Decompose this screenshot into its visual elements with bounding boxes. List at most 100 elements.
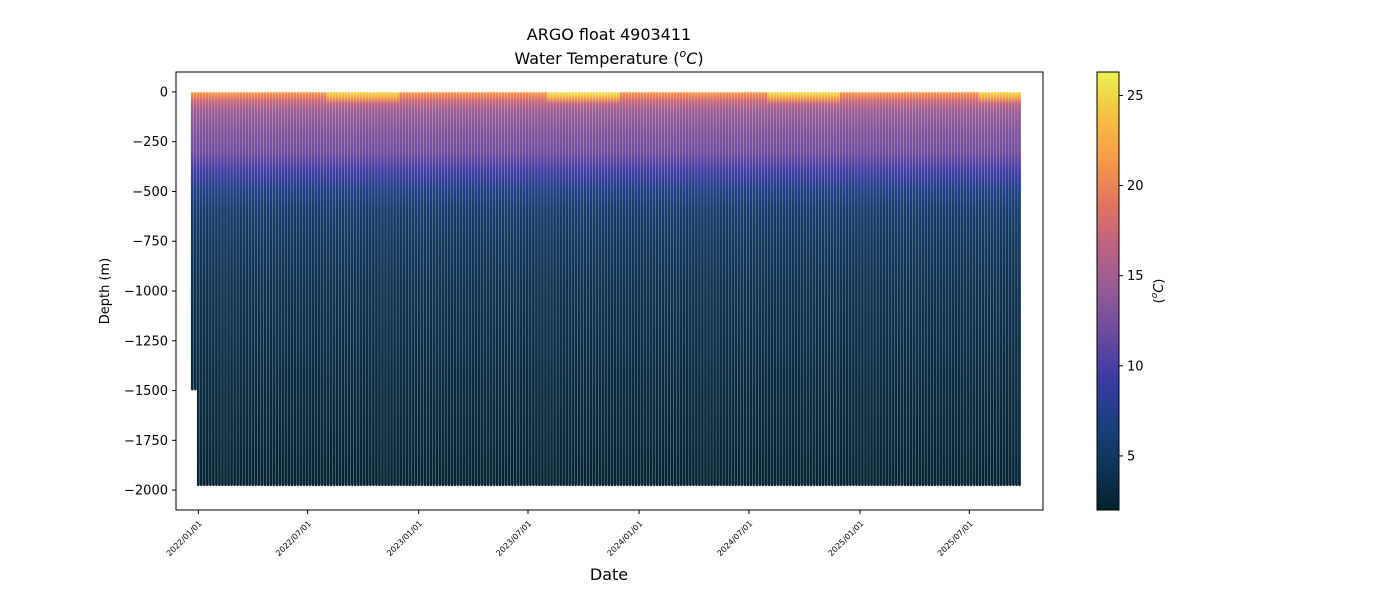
profile-column [978, 91, 982, 487]
profile-column [746, 91, 750, 487]
profile-column [353, 91, 357, 487]
profile-column [707, 91, 710, 487]
profile-column [474, 91, 478, 487]
profile-column [731, 91, 735, 487]
profile-column [347, 91, 351, 487]
profile-column [559, 91, 562, 487]
profile-column [568, 91, 572, 487]
profile-column [230, 91, 233, 487]
profile-column [999, 91, 1003, 487]
profile-column [586, 91, 590, 487]
profile-column [833, 91, 837, 487]
profile-column [441, 91, 445, 487]
profile-column [951, 91, 955, 487]
x-tick-label: 2022/01/01 [165, 519, 204, 558]
y-tick-label: −2000 [124, 484, 168, 499]
profile-column [628, 91, 632, 487]
profile-column [640, 91, 644, 487]
profile-column [1015, 91, 1018, 487]
colorbar-tick-label: 5 [1127, 449, 1135, 464]
profile-column [631, 91, 635, 487]
y-axis: 0 −250 −500 −750 −1000 −1250 −1500 −1750 −2000 [124, 85, 176, 499]
profile-column [589, 91, 593, 487]
profile-column [302, 91, 306, 487]
profile-column [749, 91, 753, 487]
profile-column [402, 91, 406, 487]
profile-column [538, 91, 541, 487]
profile-column [779, 91, 783, 487]
y-tick-label: −1250 [124, 334, 168, 349]
profile-column [767, 91, 771, 487]
profile-column [996, 91, 1000, 487]
profile-column [725, 91, 729, 487]
profile-column [411, 91, 415, 487]
profile-column [251, 91, 255, 487]
profile-column [601, 91, 605, 487]
profile-column [387, 91, 390, 487]
profile-column [637, 91, 641, 487]
profile-column [193, 91, 197, 391]
profile-column [719, 91, 722, 487]
profile-column [737, 91, 741, 487]
profile-column [492, 91, 496, 487]
profile-column [526, 91, 529, 487]
y-tick-label: −750 [132, 235, 168, 250]
y-axis-label: Depth (m) [98, 258, 113, 325]
profile-column [969, 91, 973, 487]
profile-column [583, 91, 587, 487]
profile-column [915, 91, 919, 487]
profile-column [909, 91, 913, 487]
colorbar [1096, 71, 1120, 511]
profile-column [622, 91, 626, 487]
profile-column [809, 91, 813, 487]
profile-column [664, 91, 668, 487]
profile-column [879, 91, 882, 487]
profile-column [891, 91, 895, 487]
profile-column [927, 91, 931, 487]
profile-column [489, 91, 493, 487]
profile-column [218, 91, 221, 487]
profile-column [350, 91, 354, 487]
profile-column [963, 91, 967, 487]
profile-column [743, 91, 747, 487]
profile-column [227, 91, 230, 487]
profile-column [519, 91, 523, 487]
profile-column [399, 91, 402, 487]
profile-column [266, 91, 270, 487]
profile-column [839, 91, 843, 487]
profile-column [990, 91, 994, 487]
profile-column [870, 91, 873, 487]
profile-column [287, 91, 291, 487]
profile-column [984, 91, 988, 487]
profile-column [794, 91, 798, 487]
profile-column [369, 91, 372, 487]
profile-column [326, 91, 330, 487]
chart-subtitle-close: ) [697, 49, 703, 68]
profile-column [272, 91, 276, 487]
profile-column [670, 91, 674, 487]
profile-column [803, 91, 807, 487]
profile-column [465, 91, 469, 487]
profile-column [320, 91, 324, 487]
profile-column [695, 91, 698, 487]
profile-column [770, 91, 774, 487]
x-axis: 2022/01/01 2022/07/01 2023/01/01 2023/07/01… [165, 510, 975, 558]
chart-subtitle-unit: C [686, 49, 698, 68]
profile-column [233, 91, 236, 487]
profile-column [190, 91, 194, 391]
profile-column [305, 91, 309, 487]
profile-column [417, 91, 421, 487]
profile-column [852, 91, 855, 487]
colorbar-label-unit: C [1152, 283, 1167, 293]
profile-column [544, 91, 547, 487]
profile-column [761, 91, 765, 487]
profile-column [375, 91, 378, 487]
profile-column [574, 91, 578, 487]
profile-column [1018, 91, 1021, 487]
profile-column [450, 91, 454, 487]
profile-column [212, 91, 215, 487]
profile-column [480, 91, 484, 487]
profile-column [378, 91, 381, 487]
profile-column [734, 91, 738, 487]
